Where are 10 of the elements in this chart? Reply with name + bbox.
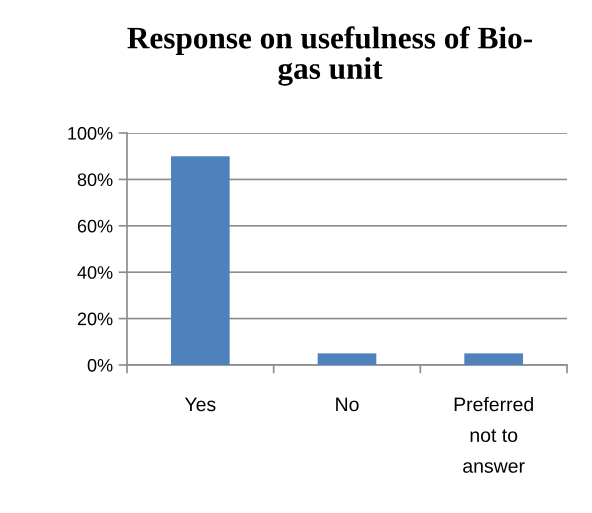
chart-title: Response on usefulness of Bio- gas unit [127, 26, 532, 86]
x-tick-label: Preferred not to answer [454, 396, 533, 473]
y-tick-label: 0% [88, 358, 112, 372]
y-tick-label: 40% [77, 266, 112, 279]
y-tick-label: 20% [78, 312, 112, 326]
y-tick-label: 100% [68, 126, 112, 140]
y-tick-label: 80% [78, 173, 112, 186]
y-tick-label: 60% [78, 220, 112, 233]
x-tick-label: Yes [184, 398, 216, 412]
x-tick-label: No [336, 398, 359, 412]
